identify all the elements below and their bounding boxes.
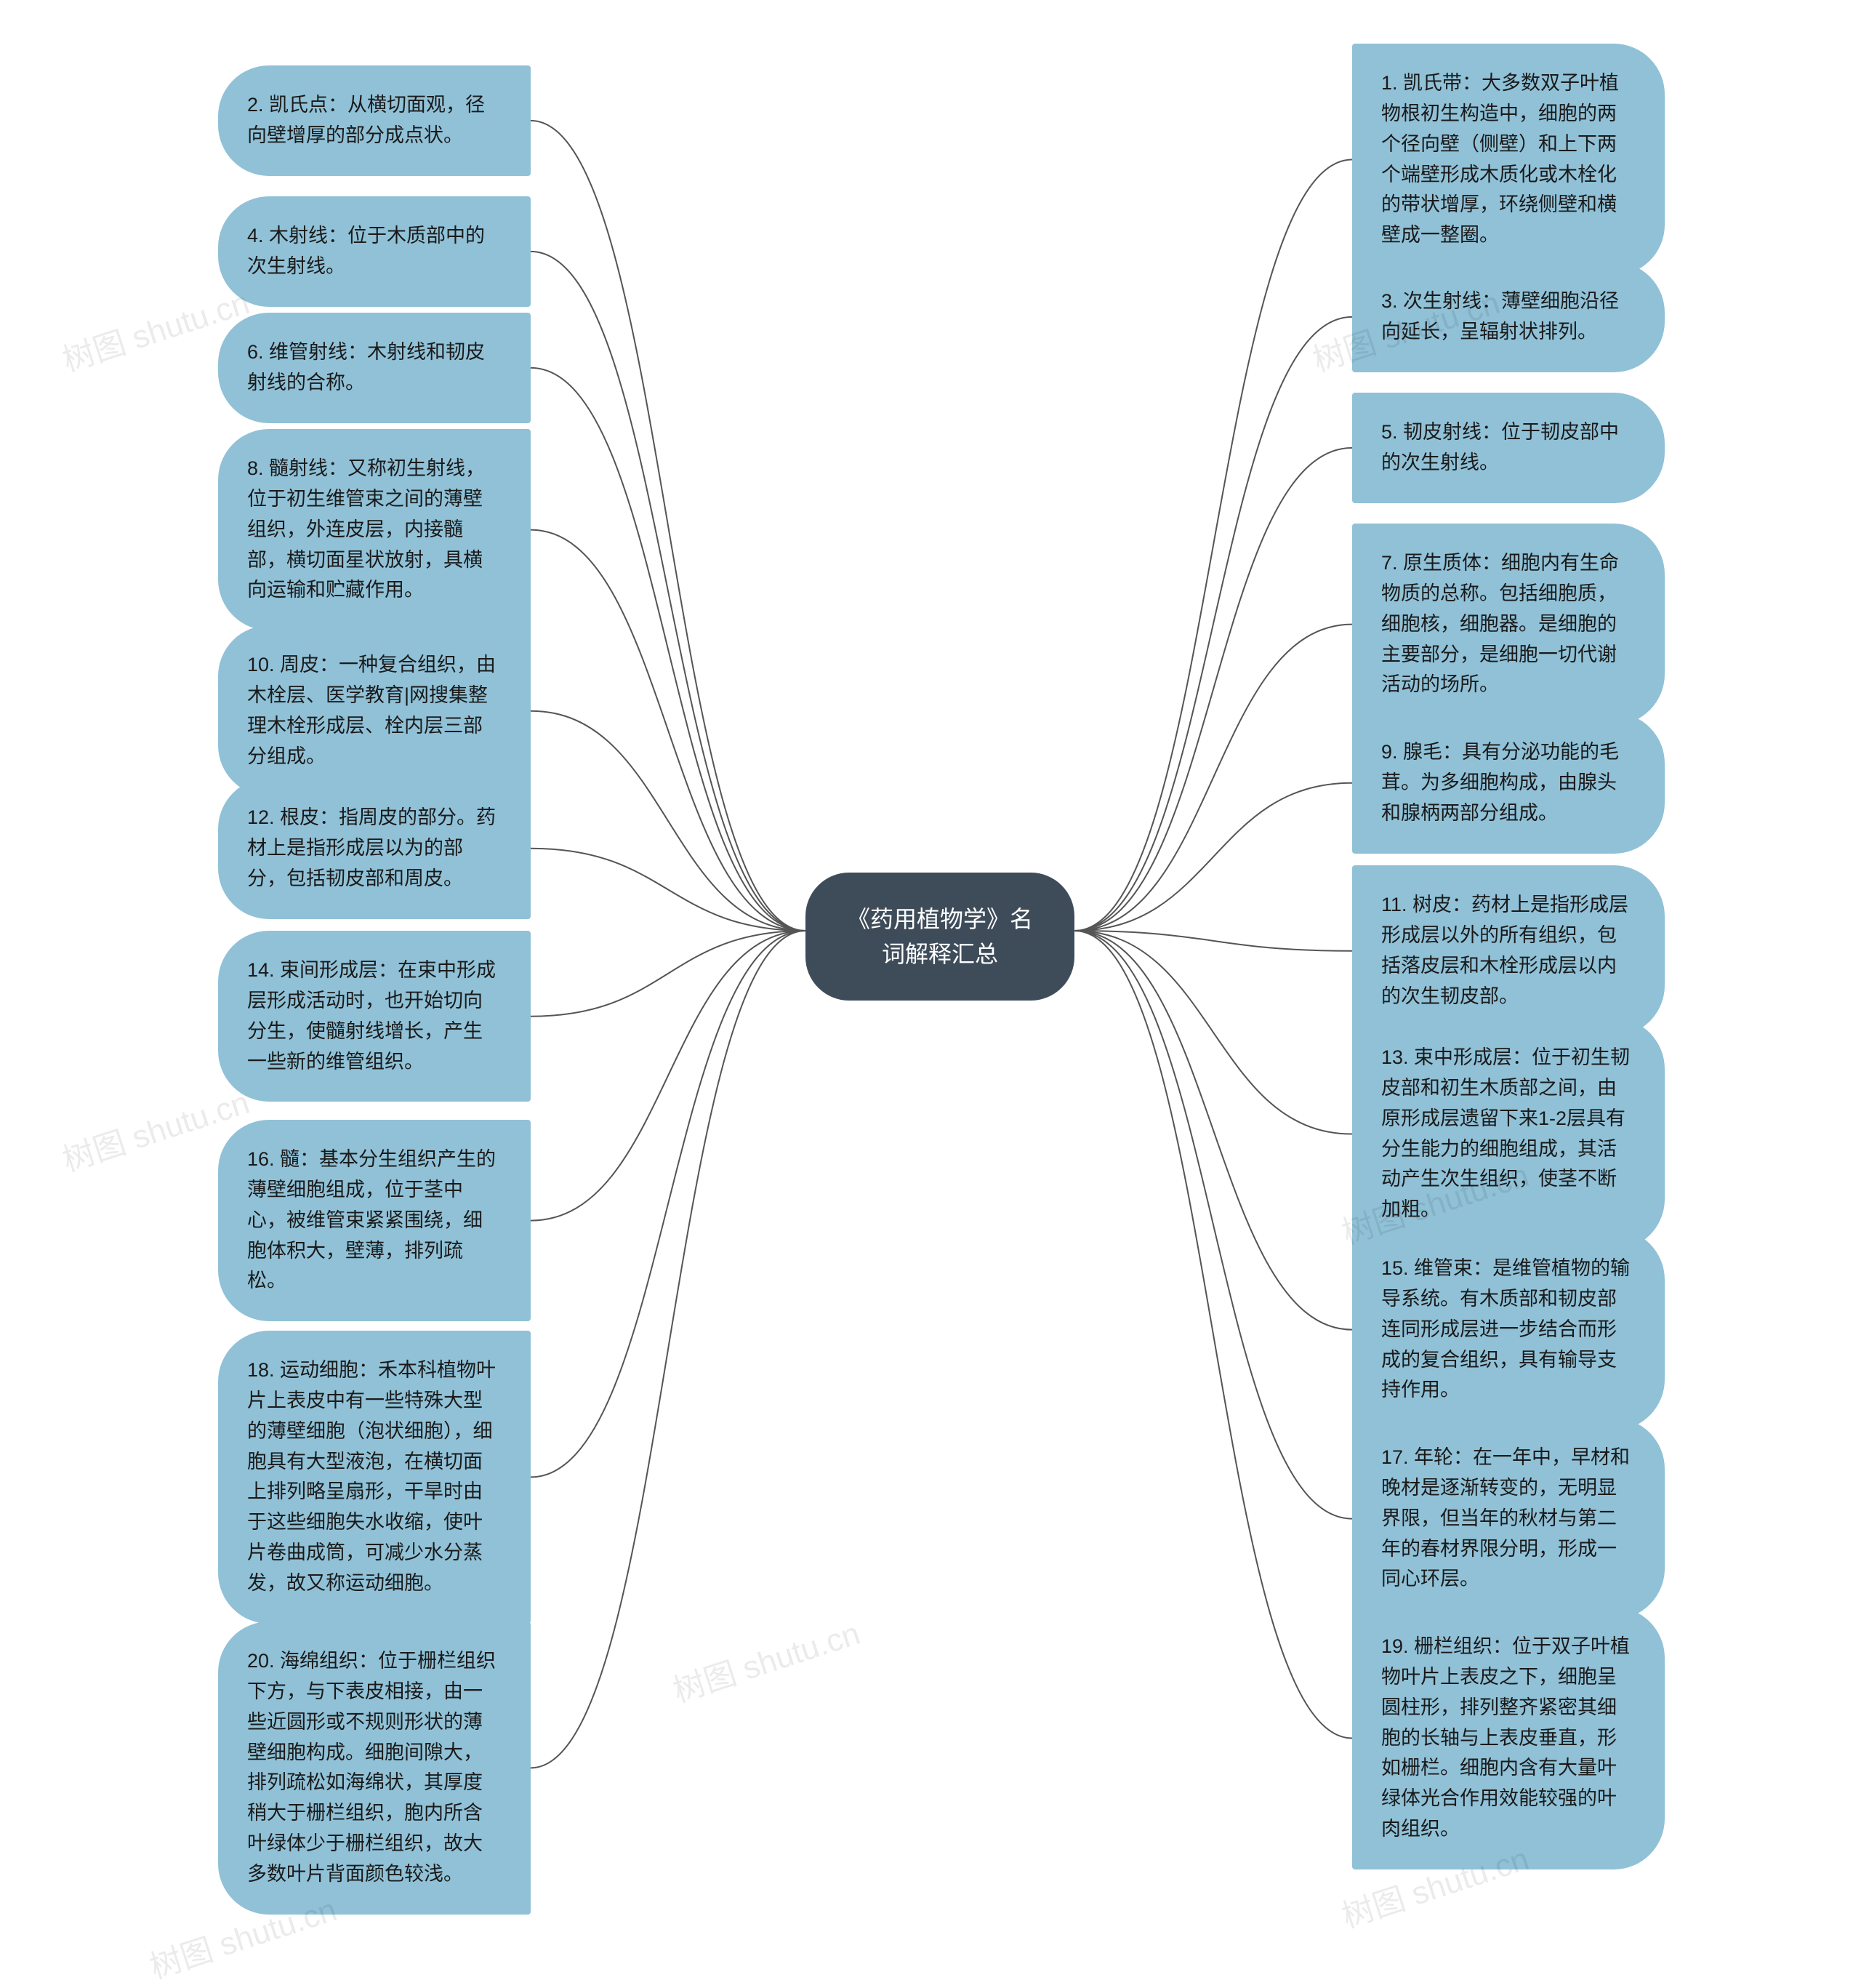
center-node: 《药用植物学》名词解释汇总 [805,873,1074,1001]
branch-text: 11. 树皮：药材上是指形成层形成层以外的所有组织，包括落皮层和木栓形成层以内的… [1381,894,1628,1007]
center-label: 《药用植物学》名词解释汇总 [847,906,1033,967]
branch-node-right-8: 17. 年轮：在一年中，早材和晚材是逐渐转变的，无明显界限，但当年的秋材与第二年… [1352,1418,1665,1619]
branch-text: 13. 束中形成层：位于初生韧皮部和初生木质部之间，由原形成层遗留下来1-2层具… [1381,1046,1630,1220]
branch-node-left-0: 2. 凯氏点：从横切面观，径向壁增厚的部分成点状。 [218,65,531,176]
branch-node-left-9: 20. 海绵组织：位于栅栏组织下方，与下表皮相接，由一些近圆形或不规则形状的薄壁… [218,1622,531,1915]
branch-text: 7. 原生质体：细胞内有生命物质的总称。包括细胞质，细胞核，细胞器。是细胞的主要… [1381,552,1619,695]
branch-text: 15. 维管束：是维管植物的输导系统。有木质部和韧皮部连同形成层进一步结合而形成… [1381,1257,1630,1400]
branch-node-right-0: 1. 凯氏带：大多数双子叶植物根初生构造中，细胞的两个径向壁（侧壁）和上下两个端… [1352,44,1665,276]
branch-node-right-1: 3. 次生射线：薄壁细胞沿径向延长，呈辐射状排列。 [1352,262,1665,372]
branch-node-left-1: 4. 木射线：位于木质部中的次生射线。 [218,196,531,307]
branch-node-right-7: 15. 维管束：是维管植物的输导系统。有木质部和韧皮部连同形成层进一步结合而形成… [1352,1229,1665,1430]
branch-text: 4. 木射线：位于木质部中的次生射线。 [247,225,485,277]
branch-node-right-3: 7. 原生质体：细胞内有生命物质的总称。包括细胞质，细胞核，细胞器。是细胞的主要… [1352,524,1665,725]
branch-node-right-6: 13. 束中形成层：位于初生韧皮部和初生木质部之间，由原形成层遗留下来1-2层具… [1352,1018,1665,1250]
branch-node-left-6: 14. 束间形成层：在束中形成层形成活动时，也开始切向分生，使髓射线增长，产生一… [218,931,531,1102]
branch-node-left-7: 16. 髓：基本分生组织产生的薄壁细胞组成，位于茎中心，被维管束紧紧围绕，细胞体… [218,1120,531,1321]
branch-node-left-2: 6. 维管射线：木射线和韧皮射线的合称。 [218,313,531,423]
branch-text: 8. 髓射线：又称初生射线，位于初生维管束之间的薄壁组织，外连皮层，内接髓部，横… [247,457,485,601]
branch-node-left-8: 18. 运动细胞：禾本科植物叶片上表皮中有一些特殊大型的薄壁细胞（泡状细胞），细… [218,1331,531,1624]
branch-text: 18. 运动细胞：禾本科植物叶片上表皮中有一些特殊大型的薄壁细胞（泡状细胞），细… [247,1359,496,1594]
branch-text: 9. 腺毛：具有分泌功能的毛茸。为多细胞构成，由腺头和腺柄两部分组成。 [1381,741,1619,824]
branch-text: 17. 年轮：在一年中，早材和晚材是逐渐转变的，无明显界限，但当年的秋材与第二年… [1381,1446,1630,1590]
branch-text: 6. 维管射线：木射线和韧皮射线的合称。 [247,341,485,393]
branch-node-left-4: 10. 周皮：一种复合组织，由木栓层、医学教育|网搜集整理木栓形成层、栓内层三部… [218,625,531,796]
branch-text: 5. 韧皮射线：位于韧皮部中的次生射线。 [1381,421,1619,473]
branch-node-left-3: 8. 髓射线：又称初生射线，位于初生维管束之间的薄壁组织，外连皮层，内接髓部，横… [218,429,531,630]
branch-text: 16. 髓：基本分生组织产生的薄壁细胞组成，位于茎中心，被维管束紧紧围绕，细胞体… [247,1148,496,1291]
branch-node-left-5: 12. 根皮：指周皮的部分。药材上是指形成层以为的部分，包括韧皮部和周皮。 [218,778,531,919]
branch-node-right-5: 11. 树皮：药材上是指形成层形成层以外的所有组织，包括落皮层和木栓形成层以内的… [1352,865,1665,1036]
branch-text: 1. 凯氏带：大多数双子叶植物根初生构造中，细胞的两个径向壁（侧壁）和上下两个端… [1381,72,1619,246]
branch-text: 20. 海绵组织：位于栅栏组织下方，与下表皮相接，由一些近圆形或不规则形状的薄壁… [247,1650,496,1885]
branch-node-right-2: 5. 韧皮射线：位于韧皮部中的次生射线。 [1352,393,1665,503]
branch-text: 19. 栅栏组织：位于双子叶植物叶片上表皮之下，细胞呈圆柱形，排列整齐紧密其细胞… [1381,1635,1630,1840]
branch-text: 2. 凯氏点：从横切面观，径向壁增厚的部分成点状。 [247,94,485,146]
branch-text: 3. 次生射线：薄壁细胞沿径向延长，呈辐射状排列。 [1381,290,1619,342]
branch-text: 12. 根皮：指周皮的部分。药材上是指形成层以为的部分，包括韧皮部和周皮。 [247,806,496,889]
branch-node-right-9: 19. 栅栏组织：位于双子叶植物叶片上表皮之下，细胞呈圆柱形，排列整齐紧密其细胞… [1352,1607,1665,1869]
branch-text: 14. 束间形成层：在束中形成层形成活动时，也开始切向分生，使髓射线增长，产生一… [247,959,496,1073]
branch-text: 10. 周皮：一种复合组织，由木栓层、医学教育|网搜集整理木栓形成层、栓内层三部… [247,654,496,767]
watermark: 树图 shutu.cn [667,1607,865,1711]
branch-node-right-4: 9. 腺毛：具有分泌功能的毛茸。为多细胞构成，由腺头和腺柄两部分组成。 [1352,713,1665,854]
